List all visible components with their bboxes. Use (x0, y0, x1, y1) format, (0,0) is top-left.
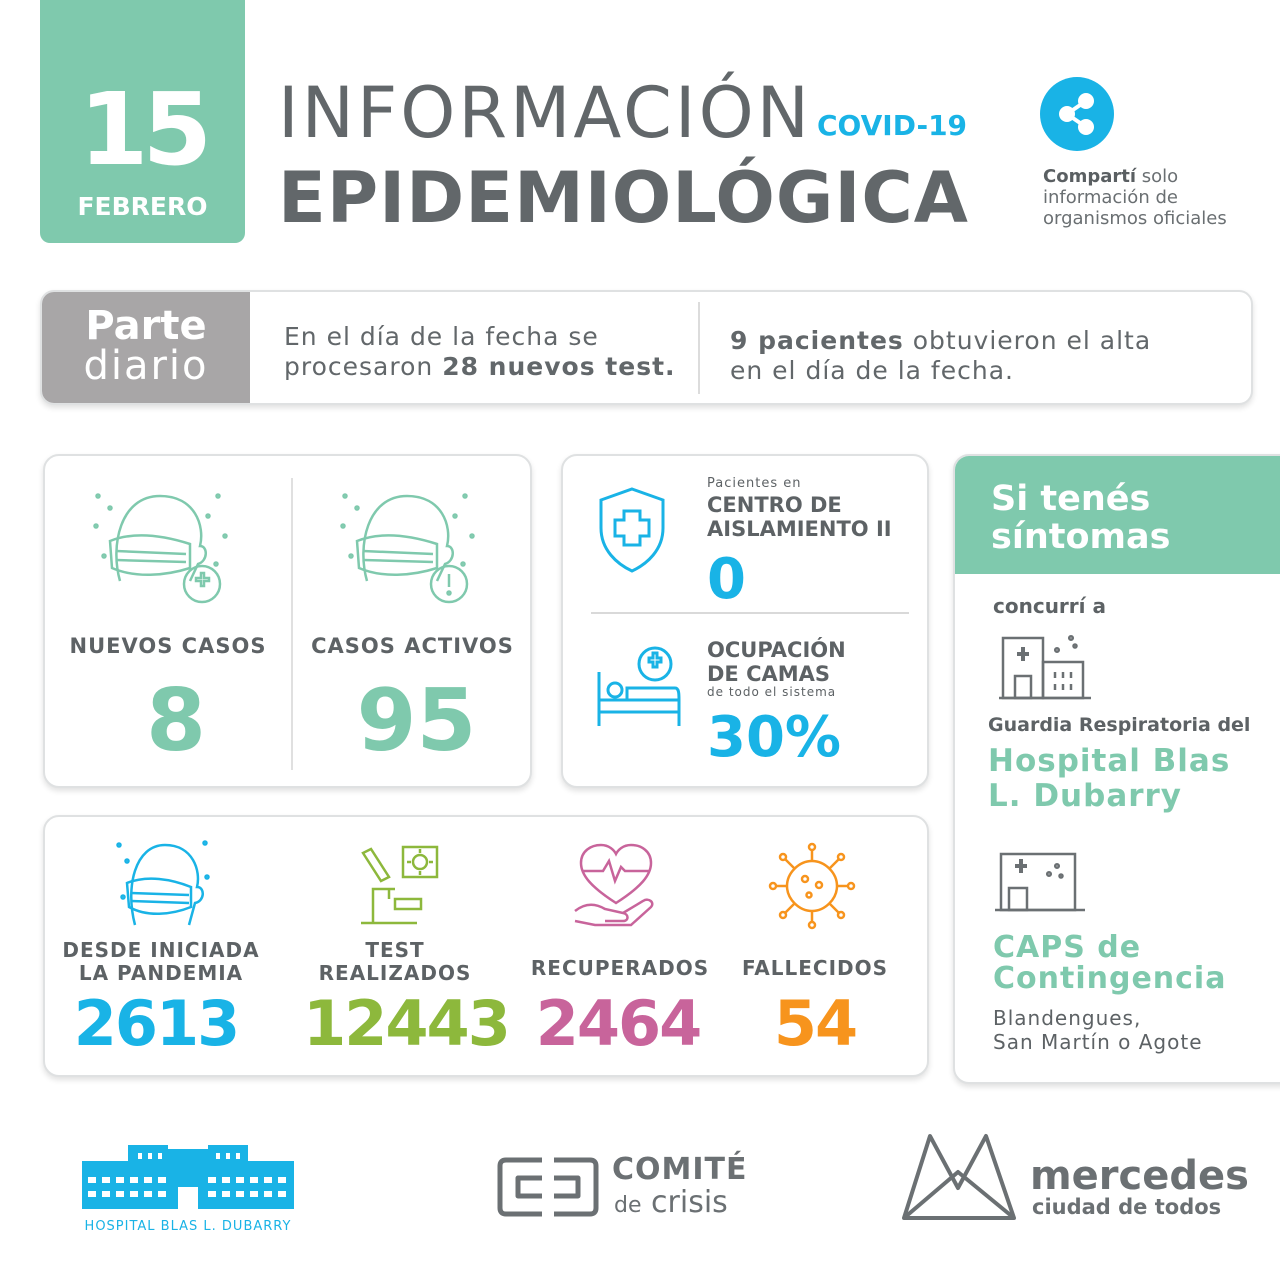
parte-label1: Parte (85, 303, 207, 349)
aislamiento-card: Pacientes en CENTRO DE AISLAMIENTO II 0 … (561, 454, 929, 788)
concurri-label: concurrí a (993, 594, 1106, 618)
microscope-icon (355, 843, 445, 932)
hospital-logo-icon (82, 1143, 294, 1215)
aislamiento-head1: CENTRO DE (707, 493, 842, 517)
parte-tests-text: En el día de la fecha se procesaron 28 n… (284, 322, 676, 382)
pandemia-label2: LA PANDEMIA (78, 961, 244, 985)
parte-alta-rest: obtuvieron el alta (903, 326, 1152, 355)
parte-alta-bold: 9 pacientes (730, 326, 904, 355)
comite-title: COMITÉ (612, 1152, 748, 1187)
parte-label2: diario (83, 343, 209, 389)
pandemia-label1: DESDE INICIADA (62, 938, 260, 962)
caps-name1: CAPS de (993, 930, 1142, 965)
mercedes-title: mercedes (1030, 1153, 1249, 1199)
test-label2: REALIZADOS (318, 961, 472, 985)
mask-icon (113, 837, 213, 936)
parte-alta-line2: en el día de la fecha. (730, 356, 1014, 385)
share-bold: Compartí (1043, 166, 1137, 187)
share-rest1: solo (1136, 166, 1179, 187)
pandemia-value: 2613 (73, 987, 241, 1060)
title-line2: EPIDEMIOLÓGICA (278, 157, 969, 239)
date-day: 15 (78, 71, 212, 188)
camas-head1: OCUPACIÓN (707, 638, 846, 662)
parte-tests-pre: procesaron (284, 352, 443, 381)
heart-hand-icon (571, 841, 661, 935)
share-note: Compartí solo información de organismos … (1043, 166, 1273, 229)
share-rest2: información de (1043, 187, 1178, 208)
recuperados-value: 2464 (535, 987, 703, 1060)
caps-building-icon (995, 850, 1091, 918)
caps-loc1: Blandengues, (993, 1006, 1142, 1030)
sintomas-card: Si tenés síntomas concurrí a Guardia Res… (953, 454, 1280, 1084)
aislamiento-value: 0 (707, 547, 746, 612)
date-box: 15 FEBRERO (40, 0, 245, 243)
mercedes-logo-icon (900, 1132, 1018, 1226)
guardia-label: Guardia Respiratoria del (988, 714, 1251, 736)
comite-sub: de crisis (614, 1188, 728, 1218)
casos-card: NUEVOS CASOS 8 CASOS ACTIVOS 95 (43, 454, 532, 788)
title-tag: COVID-19 (817, 109, 968, 142)
casos-activos-label: CASOS ACTIVOS (311, 634, 514, 658)
sintomas-title2: síntomas (991, 517, 1171, 557)
fallecidos-value: 54 (773, 987, 858, 1060)
aislamiento-head2: AISLAMIENTO II (707, 517, 892, 541)
parte-alta-text: 9 pacientes obtuvieron el alta en el día… (730, 326, 1151, 386)
nuevos-casos-value: 8 (146, 671, 206, 771)
recuperados-label: RECUPERADOS (530, 956, 710, 980)
mercedes-sub: ciudad de todos (1032, 1195, 1222, 1219)
camas-value: 30% (707, 705, 842, 770)
sintomas-header: Si tenés síntomas (955, 456, 1280, 574)
divider (291, 478, 293, 770)
parte-tests-line1: En el día de la fecha se (284, 322, 599, 351)
comite-logo-icon (496, 1156, 600, 1222)
hospital-name2: L. Dubarry (988, 778, 1183, 814)
hospital-name1: Hospital Blas (988, 743, 1231, 779)
hospital-name: Hospital Blas L. Dubarry (988, 744, 1230, 814)
title-line1: INFORMACIÓN (278, 72, 813, 154)
sintomas-title1: Si tenés (991, 479, 1151, 519)
caps-name: CAPS de Contingencia (993, 932, 1226, 994)
divider (591, 612, 909, 614)
comite-sub-crisis: crisis (651, 1185, 728, 1220)
share-icon[interactable] (1040, 77, 1114, 151)
date-month: FEBRERO (77, 192, 208, 221)
camas-sub: de todo el sistema (707, 685, 837, 699)
caps-name2: Contingencia (993, 961, 1227, 996)
comite-sub-de: de (614, 1193, 642, 1218)
caps-locations: Blandengues, San Martín o Agote (993, 1006, 1203, 1054)
nuevos-casos-label: NUEVOS CASOS (69, 634, 267, 658)
test-label1: TEST (365, 938, 425, 962)
parte-tests-bold: 28 nuevos test. (442, 352, 676, 381)
sintomas-title: Si tenés síntomas (991, 480, 1170, 556)
test-value: 12443 (303, 987, 511, 1060)
share-rest3: organismos oficiales (1043, 208, 1227, 229)
virus-icon (767, 841, 857, 935)
mask-alert-icon (337, 486, 477, 615)
aislamiento-small: Pacientes en (707, 476, 802, 491)
hospital-building-icon (999, 632, 1095, 706)
hospital-bed-icon (593, 642, 685, 734)
parte-diario-card: Parte diario En el día de la fecha se pr… (40, 290, 1253, 405)
shield-cross-icon (597, 486, 667, 578)
totales-card: DESDE INICIADA LA PANDEMIA 2613 TEST REA… (43, 815, 929, 1077)
test-label: TEST REALIZADOS (295, 939, 495, 985)
hospital-logo-text: HOSPITAL BLAS L. DUBARRY (84, 1219, 292, 1234)
camas-head2: DE CAMAS (707, 662, 831, 686)
fallecidos-label: FALLECIDOS (741, 956, 889, 980)
parte-label-box: Parte diario (42, 292, 250, 403)
caps-loc2: San Martín o Agote (993, 1030, 1203, 1054)
mask-plus-icon (90, 486, 230, 615)
pandemia-label: DESDE INICIADA LA PANDEMIA (51, 939, 271, 985)
divider (698, 302, 700, 394)
casos-activos-value: 95 (356, 671, 477, 771)
